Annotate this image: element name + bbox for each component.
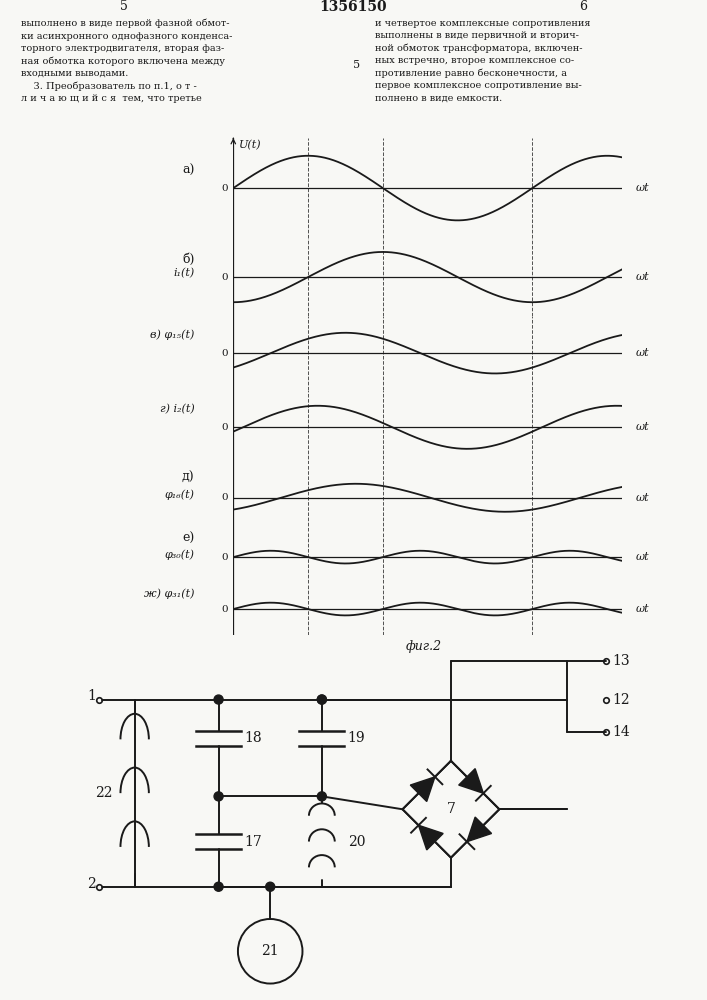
Polygon shape [467, 817, 491, 842]
Text: ж) φ₃₁(t): ж) φ₃₁(t) [144, 588, 194, 599]
Text: ωt: ωt [636, 422, 650, 432]
Text: 17: 17 [245, 835, 262, 849]
Text: π/2: π/2 [300, 241, 316, 250]
Text: ωt: ωt [636, 552, 650, 562]
Text: 2π: 2π [526, 241, 539, 250]
Text: 1356150: 1356150 [320, 0, 387, 14]
Text: 20: 20 [348, 835, 365, 849]
Text: выполнено в виде первой фазной обмот-
ки асинхронного однофазного конденса-
торн: выполнено в виде первой фазной обмот- ки… [21, 19, 233, 103]
Polygon shape [459, 769, 484, 793]
Text: 21: 21 [262, 944, 279, 958]
Text: 13: 13 [612, 654, 630, 668]
Text: 5: 5 [354, 60, 361, 70]
Text: 0: 0 [221, 349, 228, 358]
Text: д): д) [182, 471, 194, 484]
Text: 22: 22 [95, 786, 112, 800]
Text: 5: 5 [119, 0, 128, 13]
Text: ωt: ωt [636, 272, 650, 282]
Text: π: π [380, 241, 386, 250]
Text: 0: 0 [221, 553, 228, 562]
Text: ωt: ωt [636, 348, 650, 358]
Circle shape [317, 695, 327, 704]
Text: φ₃₀(t): φ₃₀(t) [165, 549, 194, 560]
Text: 0: 0 [221, 423, 228, 432]
Circle shape [214, 882, 223, 891]
Circle shape [317, 695, 327, 704]
Text: 19: 19 [348, 731, 366, 745]
Circle shape [214, 792, 223, 801]
Text: фиг.2: фиг.2 [406, 640, 443, 653]
Text: 6: 6 [579, 0, 588, 13]
Text: 0: 0 [221, 184, 228, 193]
Text: е): е) [182, 532, 194, 545]
Text: i₁(t): i₁(t) [173, 268, 194, 278]
Text: б): б) [182, 253, 194, 266]
Text: U(t): U(t) [239, 140, 262, 151]
Text: 0: 0 [221, 273, 228, 282]
Text: г) i₂(t): г) i₂(t) [160, 404, 194, 414]
Text: 18: 18 [245, 731, 262, 745]
Text: ωt: ωt [636, 493, 650, 503]
Circle shape [214, 695, 223, 704]
Text: ωt: ωt [636, 183, 650, 193]
Text: 1: 1 [87, 689, 96, 703]
Text: 0: 0 [221, 605, 228, 614]
Circle shape [266, 882, 275, 891]
Circle shape [317, 792, 327, 801]
Text: 7: 7 [447, 802, 455, 816]
Text: φ₁₆(t): φ₁₆(t) [165, 489, 194, 500]
Text: ωt: ωt [636, 604, 650, 614]
Text: а): а) [182, 164, 194, 177]
Polygon shape [419, 825, 443, 850]
Text: в) φ₁₅(t): в) φ₁₅(t) [150, 329, 194, 340]
Text: 14: 14 [612, 725, 630, 739]
Text: 0: 0 [221, 493, 228, 502]
Text: 2: 2 [87, 876, 96, 890]
Text: 12: 12 [612, 693, 630, 707]
Polygon shape [410, 777, 435, 801]
Text: и четвертое комплексные сопротивления
выполнены в виде первичной и вторич-
ной о: и четвертое комплексные сопротивления вы… [375, 19, 590, 102]
